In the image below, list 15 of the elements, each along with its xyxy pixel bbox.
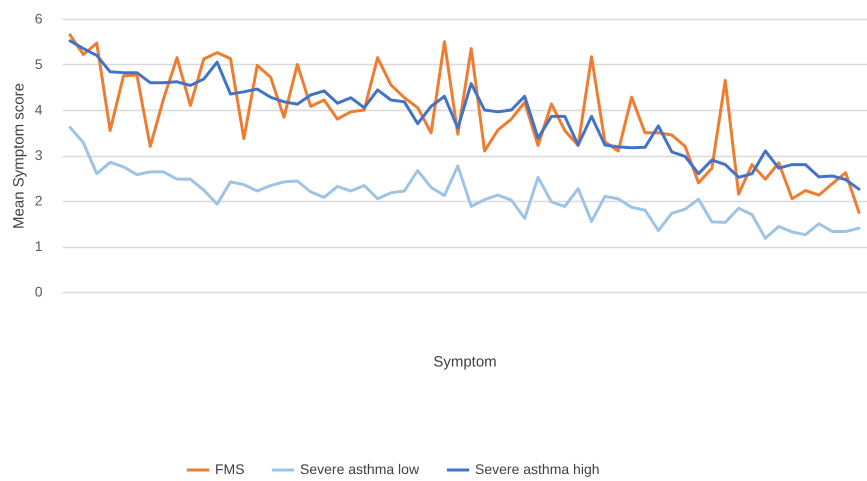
y-tick-label: 5 <box>34 56 43 72</box>
y-tick-label: 1 <box>34 238 43 254</box>
line-series <box>68 39 860 191</box>
y-tick-label: 6 <box>34 10 43 26</box>
line-series <box>68 33 860 214</box>
y-axis-title: Mean Symptom score <box>10 83 28 229</box>
y-tick-label: 2 <box>34 192 43 208</box>
line-series <box>68 126 860 240</box>
legend-label: Severe asthma low <box>300 461 420 477</box>
legend-label: FMS <box>215 461 245 477</box>
y-tick-label: 4 <box>34 102 43 118</box>
y-tick-label: 3 <box>34 147 43 163</box>
y-tick-label: 0 <box>34 284 43 300</box>
x-axis-title: Symptom <box>433 354 497 370</box>
legend-label: Severe asthma high <box>475 461 600 477</box>
